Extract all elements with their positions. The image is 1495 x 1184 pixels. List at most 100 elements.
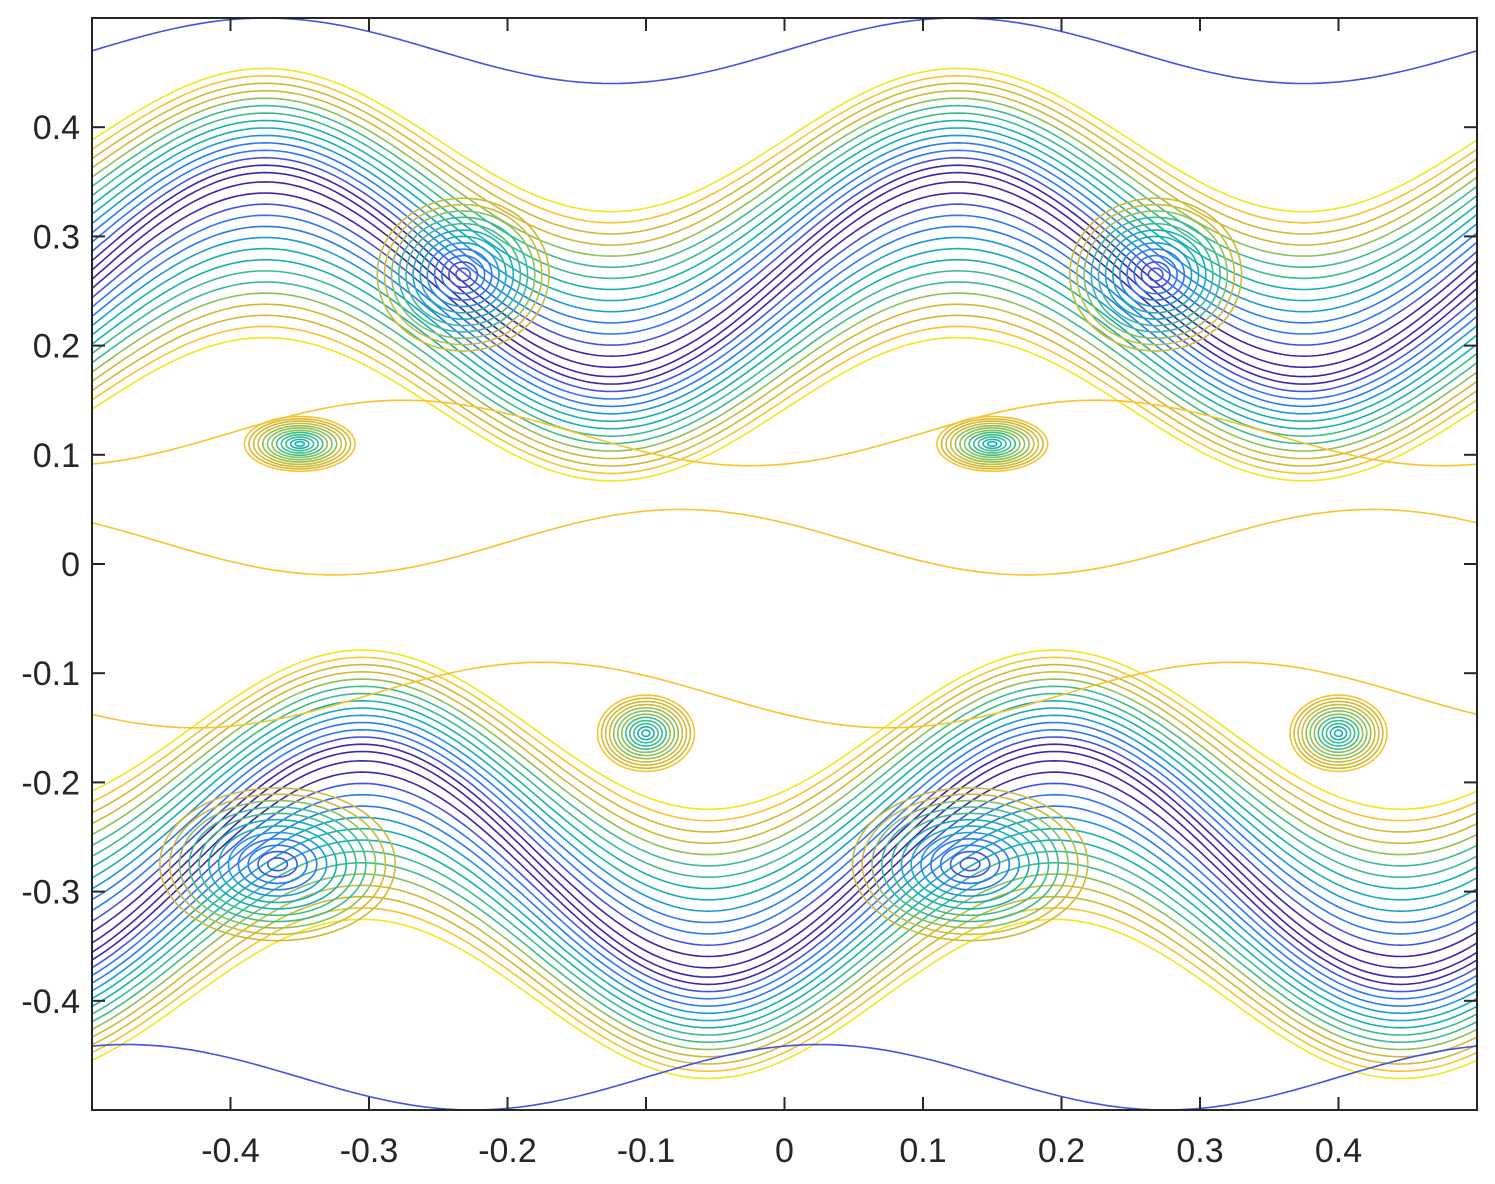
- vortex-contour: [890, 812, 1050, 917]
- vortex-contour: [1104, 229, 1207, 321]
- vortex-contour: [959, 427, 1026, 461]
- vortex-contour: [1140, 261, 1171, 289]
- vortex-contour: [977, 436, 1007, 452]
- shear-layer-contour: [92, 918, 1477, 1080]
- vortex-contour: [920, 831, 1020, 897]
- shear-layer-contour: [92, 97, 1477, 257]
- y-tick-label: 0.1: [33, 437, 80, 475]
- shear-layer-contour: [92, 82, 1477, 235]
- vortex-contour: [633, 722, 659, 744]
- vortex-contour: [608, 703, 684, 763]
- vortex-contour: [247, 844, 308, 885]
- shear-layer-contour: [92, 314, 1477, 467]
- x-tick-label: 0: [775, 1132, 794, 1170]
- shear-layer-contour: [92, 171, 1477, 369]
- vortex-contour: [628, 719, 663, 747]
- vortex-contour: [959, 857, 981, 872]
- shear-layer-contour: [92, 884, 1477, 1058]
- shear-layer-contour: [92, 685, 1477, 867]
- y-tick-label: -0.1: [21, 655, 80, 693]
- background-contour: [92, 1043, 1477, 1110]
- vortex-contour: [624, 716, 667, 750]
- shear-layer-contour: [92, 714, 1477, 913]
- shear-layer-contour: [92, 692, 1477, 879]
- shear-layer-contour: [92, 827, 1477, 1022]
- shear-layer-contour: [92, 649, 1477, 811]
- x-axis-tick-labels: -0.4 -0.3 -0.2 -0.1 0 0.1 0.2 0.3 0.4: [201, 1132, 1362, 1170]
- shear-layer-contour: [92, 850, 1477, 1036]
- vortex-contour: [936, 415, 1049, 472]
- vortex-contour: [289, 438, 310, 450]
- plot-background: [92, 18, 1477, 1110]
- vortex-contour: [1076, 203, 1236, 346]
- vortex-contour: [939, 844, 1001, 885]
- y-axis-tick-labels: 0.4 0.3 0.2 0.1 0 -0.1 -0.2 -0.3 -0.4: [21, 109, 80, 1021]
- x-tick-label: -0.3: [340, 1132, 399, 1170]
- vortex-contour: [596, 694, 696, 773]
- shear-layer-contour: [92, 699, 1477, 890]
- shear-layer-contour: [92, 895, 1477, 1065]
- vortex-contour: [1329, 726, 1348, 741]
- vortex-contour: [1068, 197, 1243, 352]
- shear-layer-contour: [92, 656, 1477, 822]
- shear-layer-contour: [92, 192, 1477, 385]
- vortex-contour: [954, 424, 1030, 463]
- shear-layer-contour: [92, 141, 1477, 324]
- vortex-contour: [641, 729, 651, 738]
- shear-layer-contour: [92, 816, 1477, 1015]
- background-contour: [92, 18, 1477, 85]
- shear-layer-contour: [92, 670, 1477, 845]
- vortex-contour: [1297, 700, 1380, 766]
- vortex-contour: [405, 222, 522, 327]
- vortex-contour: [168, 793, 387, 936]
- background-contour: [92, 399, 1477, 467]
- shear-layer-contour: [92, 336, 1477, 482]
- shear-layer-contour: [92, 134, 1477, 313]
- vortex-contour: [1293, 697, 1384, 770]
- vortex-contour: [159, 787, 397, 942]
- vortex-contour: [1083, 210, 1229, 340]
- vortex-contour: [208, 818, 348, 910]
- contour-lines: [92, 18, 1477, 1110]
- y-tick-label: -0.2: [21, 764, 80, 802]
- shear-layer-contour: [92, 805, 1477, 1007]
- vortex-contour: [1301, 703, 1376, 763]
- shear-layer-contour: [92, 119, 1477, 291]
- vortex-contour: [982, 438, 1003, 450]
- vortex-contour: [397, 216, 529, 333]
- shear-layer-contour: [92, 663, 1477, 833]
- x-tick-label: -0.1: [617, 1132, 676, 1170]
- shear-layer-contour: [92, 743, 1477, 958]
- shear-layer-contour: [92, 678, 1477, 856]
- shear-layer-contour: [92, 67, 1477, 213]
- shear-layer-contour: [92, 303, 1477, 460]
- vortex-contour: [257, 422, 343, 466]
- shear-layer-contour: [92, 181, 1477, 378]
- vortex-contour: [940, 418, 1044, 470]
- shear-layer-contour: [92, 247, 1477, 423]
- vortex-contour: [243, 415, 356, 472]
- vortex-contour: [1305, 706, 1372, 760]
- vortex-contour: [433, 248, 493, 301]
- vortex-contour: [851, 787, 1089, 942]
- vortex-contour: [383, 203, 543, 346]
- vortex-contour: [945, 420, 1040, 468]
- vortex-contour: [1097, 222, 1214, 327]
- vortex-contour: [949, 422, 1035, 466]
- y-tick-label: 0: [61, 546, 80, 584]
- shear-layer-contour: [92, 861, 1477, 1044]
- x-tick-label: 0.1: [899, 1132, 946, 1170]
- vortex-contour: [1090, 216, 1221, 333]
- shear-layer-contour: [92, 782, 1477, 993]
- vortex-contour: [986, 440, 998, 447]
- vortex-contour: [620, 713, 671, 754]
- vortex-contour: [448, 261, 479, 289]
- x-tick-label: -0.4: [201, 1132, 260, 1170]
- vortex-contour: [248, 418, 352, 470]
- shear-layer-contour: [92, 149, 1477, 335]
- vortex-contour: [419, 235, 507, 314]
- vortex-contour: [257, 850, 298, 878]
- vortex-contour: [275, 431, 324, 457]
- y-tick-label: -0.4: [21, 983, 80, 1021]
